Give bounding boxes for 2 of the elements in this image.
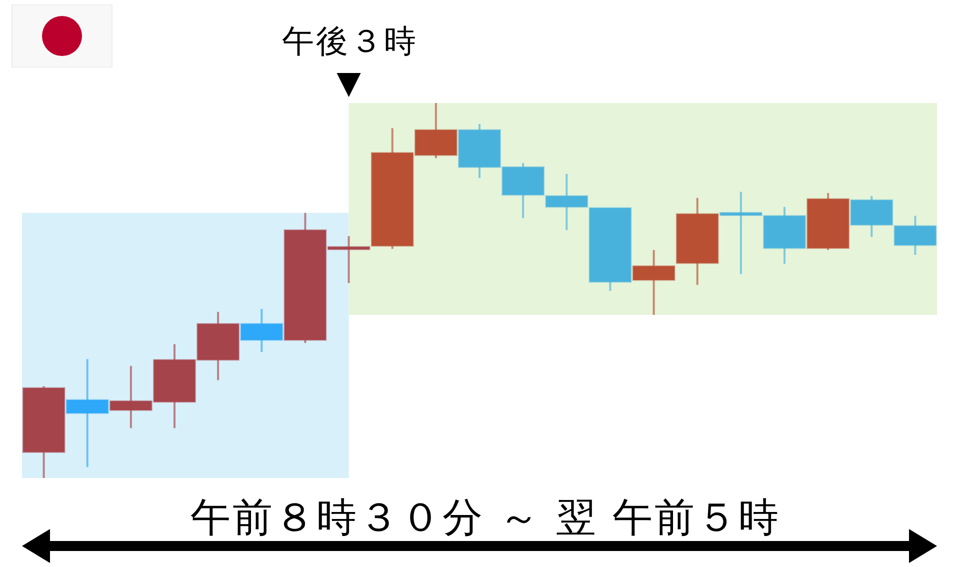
text: 午前８時３０分 ～ 翌 午前５時 [190,495,781,541]
text: 午後３時 [282,22,418,60]
